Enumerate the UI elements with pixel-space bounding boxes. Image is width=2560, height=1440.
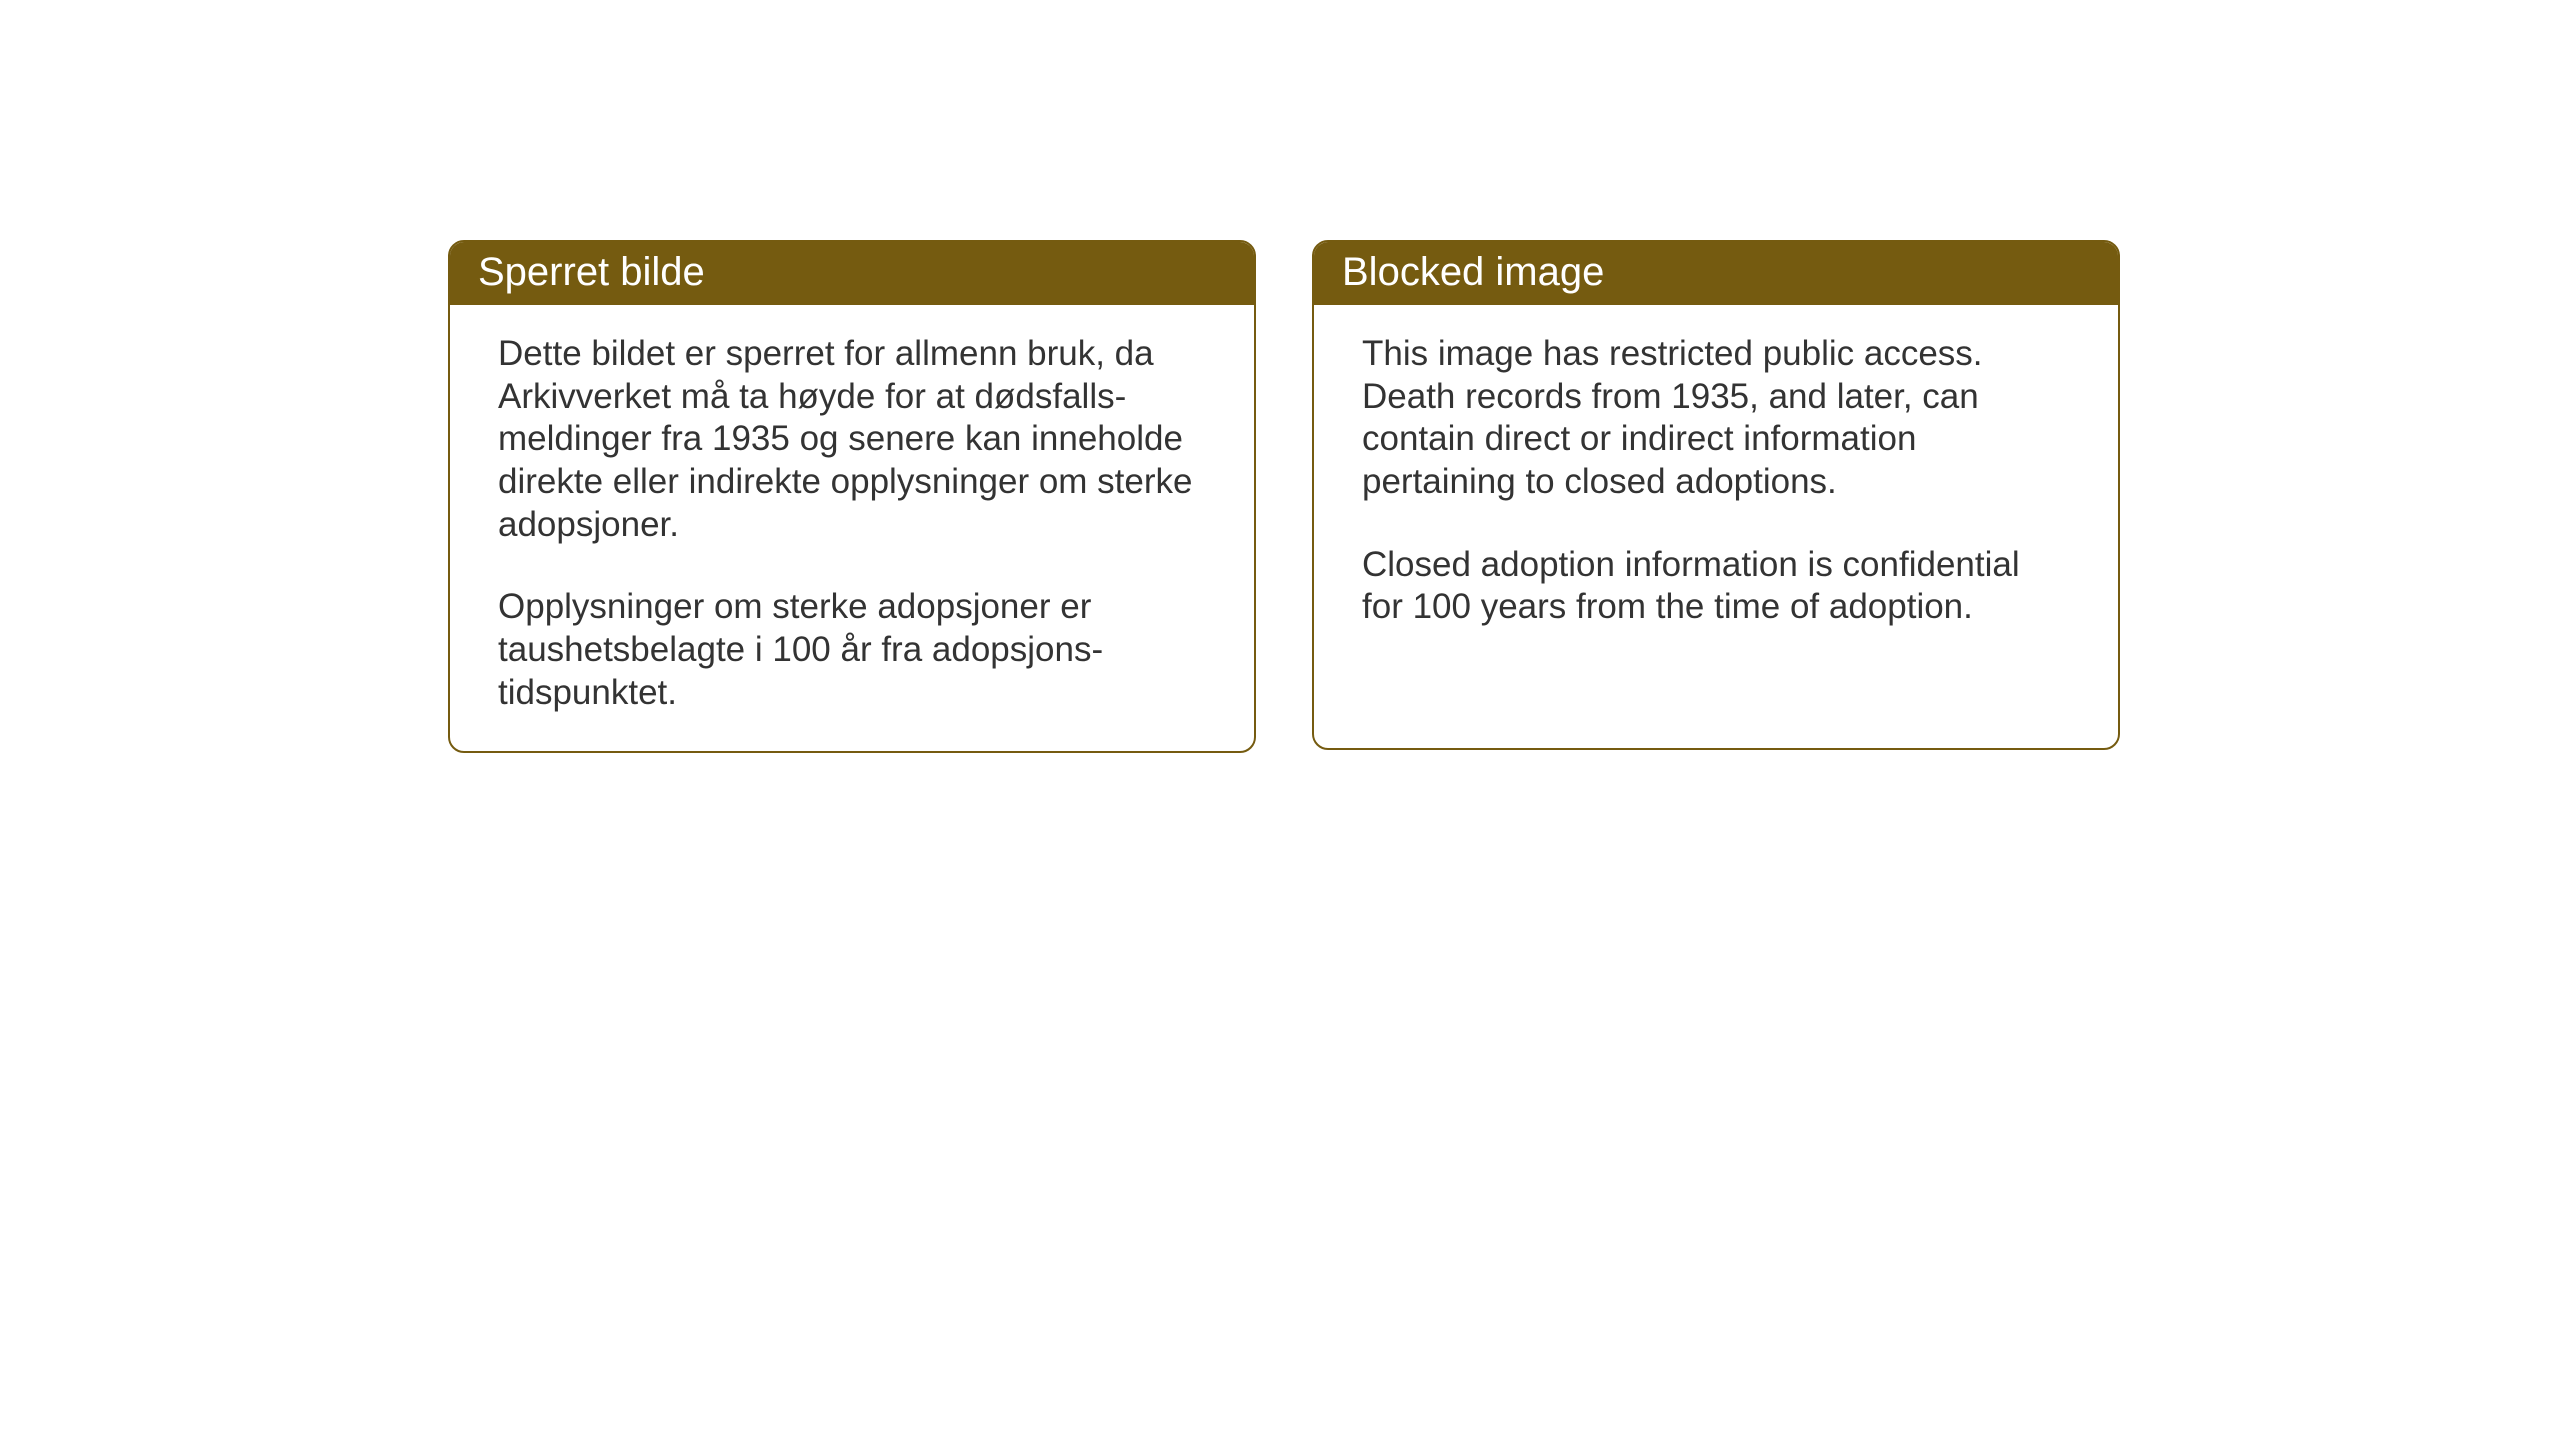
notice-body-norwegian: Dette bildet er sperret for allmenn bruk… — [450, 305, 1254, 751]
notice-card-norwegian: Sperret bilde Dette bildet er sperret fo… — [448, 240, 1256, 753]
notice-body-english: This image has restricted public access.… — [1314, 305, 2118, 665]
notice-paragraph-2-english: Closed adoption information is confident… — [1362, 544, 2070, 629]
notice-paragraph-1-norwegian: Dette bildet er sperret for allmenn bruk… — [498, 333, 1206, 546]
notice-header-norwegian: Sperret bilde — [450, 242, 1254, 305]
notice-header-english: Blocked image — [1314, 242, 2118, 305]
notice-paragraph-1-english: This image has restricted public access.… — [1362, 333, 2070, 504]
notice-card-english: Blocked image This image has restricted … — [1312, 240, 2120, 750]
notice-container: Sperret bilde Dette bildet er sperret fo… — [448, 240, 2120, 753]
notice-paragraph-2-norwegian: Opplysninger om sterke adopsjoner er tau… — [498, 586, 1206, 714]
